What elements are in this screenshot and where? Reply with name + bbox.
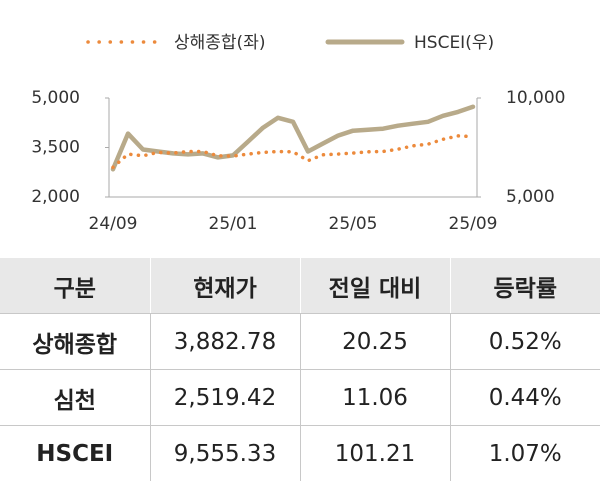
y-tick-label: 2,000 (31, 187, 80, 207)
table-row: 심천 2,519.42 11.06 0.44% (0, 370, 600, 426)
cell: 상해종합 (0, 314, 150, 370)
y2-tick-label: 5,000 (506, 187, 555, 207)
cell: 0.52% (450, 314, 600, 370)
legend-label: 상해종합(좌) (174, 33, 265, 53)
cell: 2,519.42 (150, 370, 300, 426)
x-tick-label: 25/01 (209, 214, 258, 234)
y-tick-label: 5,000 (31, 88, 80, 108)
cell: 1.07% (450, 426, 600, 481)
table-header: 구분 현재가 전일 대비 등락률 (0, 258, 600, 314)
cell: 11.06 (300, 370, 450, 426)
data-table: 구분 현재가 전일 대비 등락률 상해종합 3,882.78 20.25 0.5… (0, 258, 600, 481)
header-cell: 구분 (0, 258, 150, 314)
series-line (113, 107, 473, 170)
y-tick-label: 3,500 (31, 138, 80, 158)
cell: 9,555.33 (150, 426, 300, 481)
cell: 20.25 (300, 314, 450, 370)
header-cell: 전일 대비 (300, 258, 450, 314)
cell: 3,882.78 (150, 314, 300, 370)
header-cell: 현재가 (150, 258, 300, 314)
cell: 101.21 (300, 426, 450, 481)
x-tick-label: 24/09 (89, 214, 138, 234)
x-tick-label: 25/09 (449, 214, 498, 234)
x-tick-label: 25/05 (329, 214, 378, 234)
cell: 심천 (0, 370, 150, 426)
header-cell: 등락률 (450, 258, 600, 314)
cell: HSCEI (0, 426, 150, 481)
legend-label: HSCEI(우) (414, 33, 494, 53)
y2-tick-label: 10,000 (506, 88, 565, 108)
chart: 2,000 3,500 5,000 5,000 10,000 24/09 25/01 25/0… (0, 0, 600, 258)
table-row: HSCEI 9,555.33 101.21 1.07% (0, 426, 600, 481)
cell: 0.44% (450, 370, 600, 426)
table-row: 상해종합 3,882.78 20.25 0.52% (0, 314, 600, 370)
